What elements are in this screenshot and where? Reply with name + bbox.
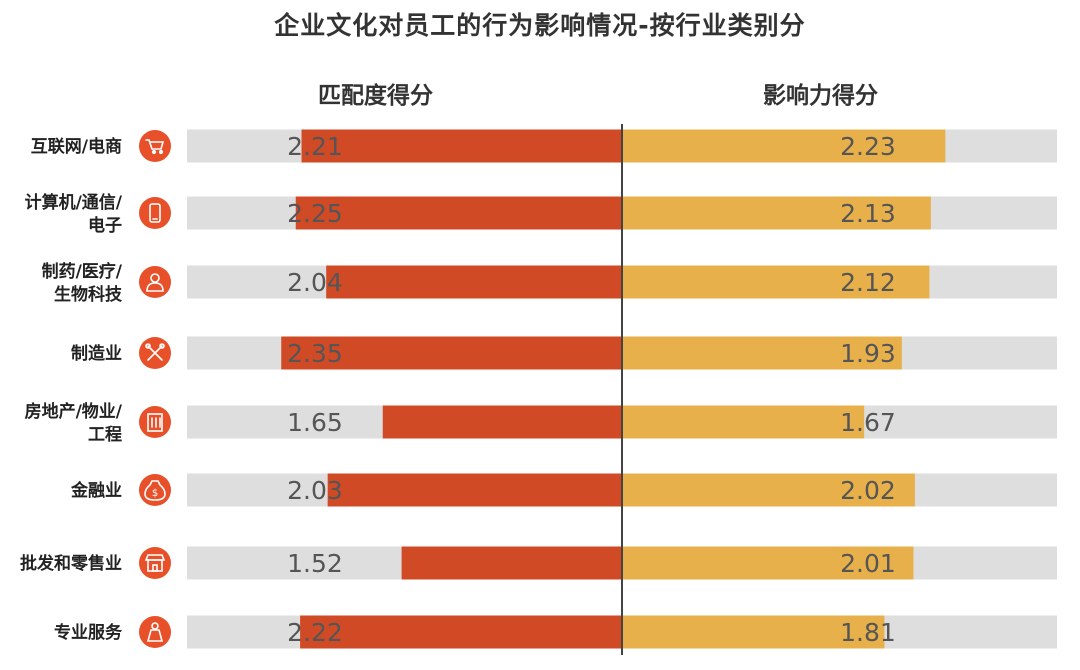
shop-icon — [144, 554, 166, 572]
phone-icon — [149, 203, 161, 223]
left-value-label: 2.04 — [287, 268, 343, 297]
right-value-label: 2.23 — [840, 132, 896, 161]
left-bar — [300, 615, 622, 649]
icon-badge — [139, 130, 171, 162]
left-value-label: 1.52 — [287, 549, 343, 578]
category-label: 批发和零售业 — [20, 553, 122, 574]
icon-badge — [139, 547, 171, 579]
icon-badge — [139, 406, 171, 438]
right-series-header: 影响力得分 — [763, 83, 878, 109]
person-icon — [146, 622, 164, 642]
left-value-label: 2.35 — [287, 339, 343, 368]
left-bar — [301, 129, 622, 163]
left-series-header: 匹配度得分 — [318, 83, 433, 109]
left-value-label: 1.65 — [287, 408, 343, 437]
left-value-label: 2.21 — [287, 132, 343, 161]
category-label: 金融业 — [70, 480, 122, 501]
category-label: 制药/医疗/ — [42, 261, 123, 282]
left-value-label: 2.22 — [287, 618, 343, 647]
category-label: 专业服务 — [54, 622, 123, 643]
icon-badge — [139, 197, 171, 229]
left-value-label: 2.25 — [287, 199, 343, 228]
category-label: 电子 — [88, 215, 122, 236]
right-value-label: 2.12 — [840, 268, 896, 297]
right-value-label: 1.81 — [840, 618, 896, 647]
right-bar — [622, 196, 931, 230]
right-value-label: 2.01 — [840, 549, 896, 578]
category-label: 互联网/电商 — [31, 136, 122, 157]
right-value-label: 2.02 — [840, 476, 896, 505]
category-label: 工程 — [88, 425, 122, 445]
right-bar — [622, 129, 946, 163]
right-value-label: 1.67 — [840, 408, 896, 437]
chart-title: 企业文化对员工的行为影响情况-按行业类别分 — [274, 11, 806, 40]
category-label: 计算机/通信/ — [25, 192, 123, 213]
category-label: 制造业 — [71, 343, 122, 364]
tools-icon — [145, 343, 165, 361]
left-bar — [382, 405, 622, 439]
building-icon — [147, 413, 163, 432]
svg-text:$: $ — [152, 488, 158, 499]
right-bar — [622, 336, 902, 370]
right-bar — [622, 265, 930, 299]
left-bar — [281, 336, 622, 370]
category-label: 生物科技 — [54, 284, 123, 305]
left-bar — [295, 196, 622, 230]
right-bar — [622, 615, 885, 649]
left-bar — [401, 546, 622, 580]
cart-icon — [145, 139, 165, 155]
right-value-label: 1.93 — [840, 339, 896, 368]
right-bar — [622, 405, 865, 439]
right-value-label: 2.13 — [840, 199, 896, 228]
money-bag-icon: $ — [144, 480, 166, 501]
doctor-icon — [146, 273, 164, 292]
icon-badge — [139, 616, 171, 648]
category-label: 房地产/物业/ — [25, 401, 123, 422]
right-bar — [622, 546, 914, 580]
left-bar — [327, 473, 622, 507]
left-value-label: 2.03 — [287, 476, 343, 505]
right-bar — [622, 473, 915, 507]
left-bar — [326, 265, 622, 299]
